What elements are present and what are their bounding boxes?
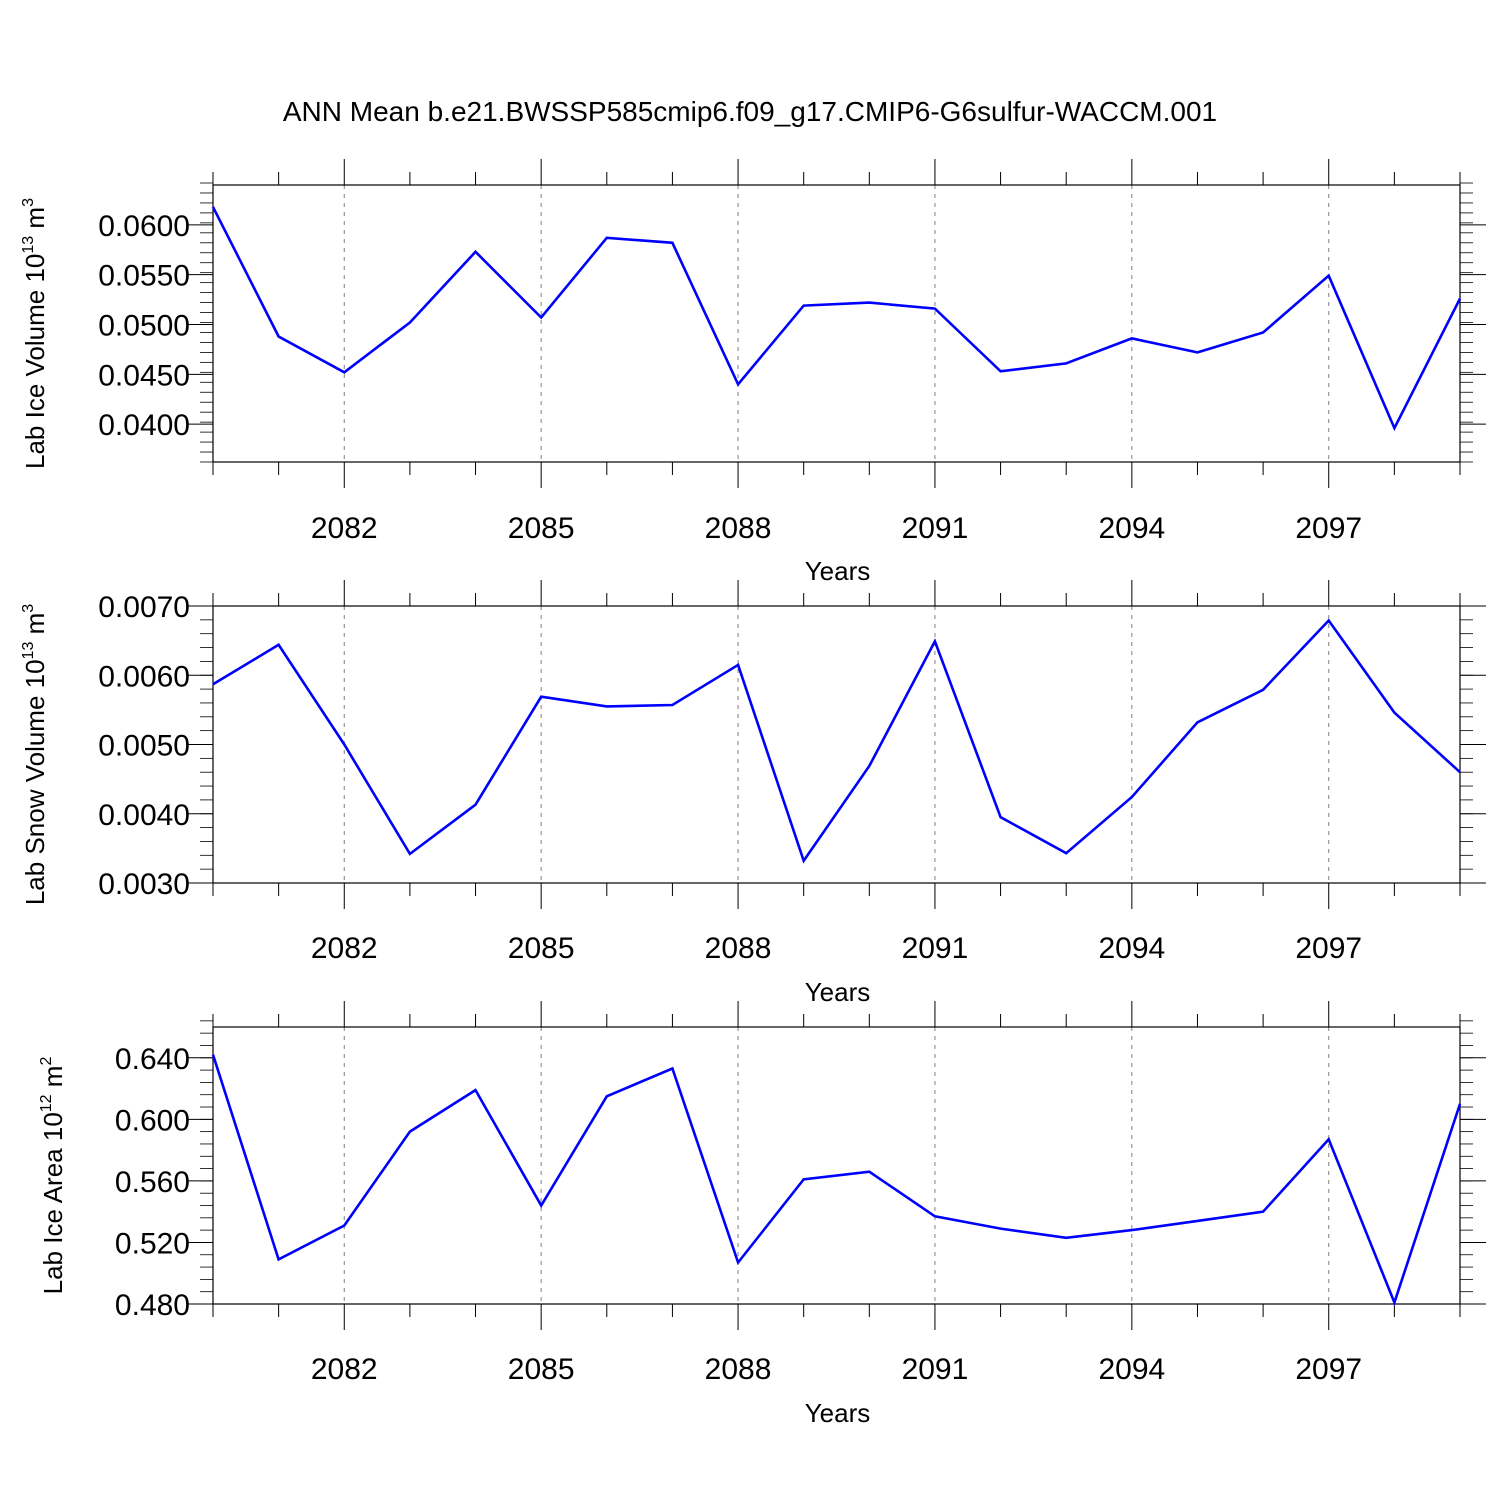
- y-axis-label: Lab Ice Volume 1013 m3: [20, 198, 50, 469]
- y-tick-label: 0.0500: [98, 309, 190, 342]
- chart-panel-1: 2082 2085 2088 2091 2094 2097 Years 0.0400 0.045…: [20, 159, 1486, 586]
- x-axis-label: Years: [805, 1398, 871, 1428]
- plot-frame: [212, 1026, 1461, 1305]
- y-tick-label: 0.0450: [98, 359, 190, 392]
- series-line: [211, 1054, 1462, 1307]
- x-tick-label: 2097: [1295, 512, 1362, 545]
- y-tick-label: 0.0400: [98, 409, 190, 442]
- y-tick-label: 0.560: [115, 1166, 190, 1199]
- plot-frame: [212, 184, 1461, 463]
- x-tick-label: 2094: [1098, 1353, 1165, 1386]
- chart-panel-3: 2082 2085 2088 2091 2094 2097 Years 0.480 0.520 0…: [38, 1001, 1486, 1428]
- y-tick-label: 0.480: [115, 1289, 190, 1322]
- x-tick-label: 2088: [705, 512, 772, 545]
- x-tick-label: 2085: [508, 932, 575, 965]
- y-tick-label: 0.0030: [98, 868, 190, 901]
- x-tick-label: 2088: [705, 932, 772, 965]
- y-tick-label: 0.0050: [98, 730, 190, 763]
- y-tick-label: 0.0550: [98, 260, 190, 293]
- y-tick-label: 0.600: [115, 1104, 190, 1137]
- x-tick-label: 2097: [1295, 1353, 1362, 1386]
- x-tick-label: 2094: [1098, 512, 1165, 545]
- y-tick-label: 0.0060: [98, 660, 190, 693]
- y-tick-label: 0.0040: [98, 799, 190, 832]
- x-axis-label: Years: [805, 977, 871, 1007]
- plot-frame: [212, 605, 1461, 884]
- x-tick-label: 2097: [1295, 932, 1362, 965]
- y-axis-label: Lab Ice Area 1012 m2: [38, 1057, 68, 1295]
- x-tick-label: 2091: [902, 1353, 969, 1386]
- x-tick-label: 2085: [508, 1353, 575, 1386]
- x-tick-label: 2082: [311, 932, 378, 965]
- x-axis-label: Years: [805, 556, 871, 586]
- x-tick-label: 2082: [311, 512, 378, 545]
- x-tick-label: 2088: [705, 1353, 772, 1386]
- x-tick-label: 2091: [902, 932, 969, 965]
- series-line: [212, 618, 1461, 864]
- page-title: ANN Mean b.e21.BWSSP585cmip6.f09_g17.CMI…: [282, 96, 1218, 127]
- y-tick-label: 0.0070: [98, 591, 190, 624]
- x-tick-label: 2094: [1098, 932, 1165, 965]
- y-axis-label: Lab Snow Volume 1013 m3: [20, 604, 50, 905]
- y-tick-label: 0.640: [115, 1043, 190, 1076]
- x-tick-label: 2082: [311, 1353, 378, 1386]
- chart-panel-2: 2082 2085 2088 2091 2094 2097 Years 0.0030 0.004…: [20, 580, 1486, 1007]
- series-line: [211, 206, 1462, 432]
- x-tick-label: 2091: [902, 512, 969, 545]
- y-tick-label: 0.0600: [98, 210, 190, 243]
- x-tick-label: 2085: [508, 512, 575, 545]
- y-tick-label: 0.520: [115, 1227, 190, 1260]
